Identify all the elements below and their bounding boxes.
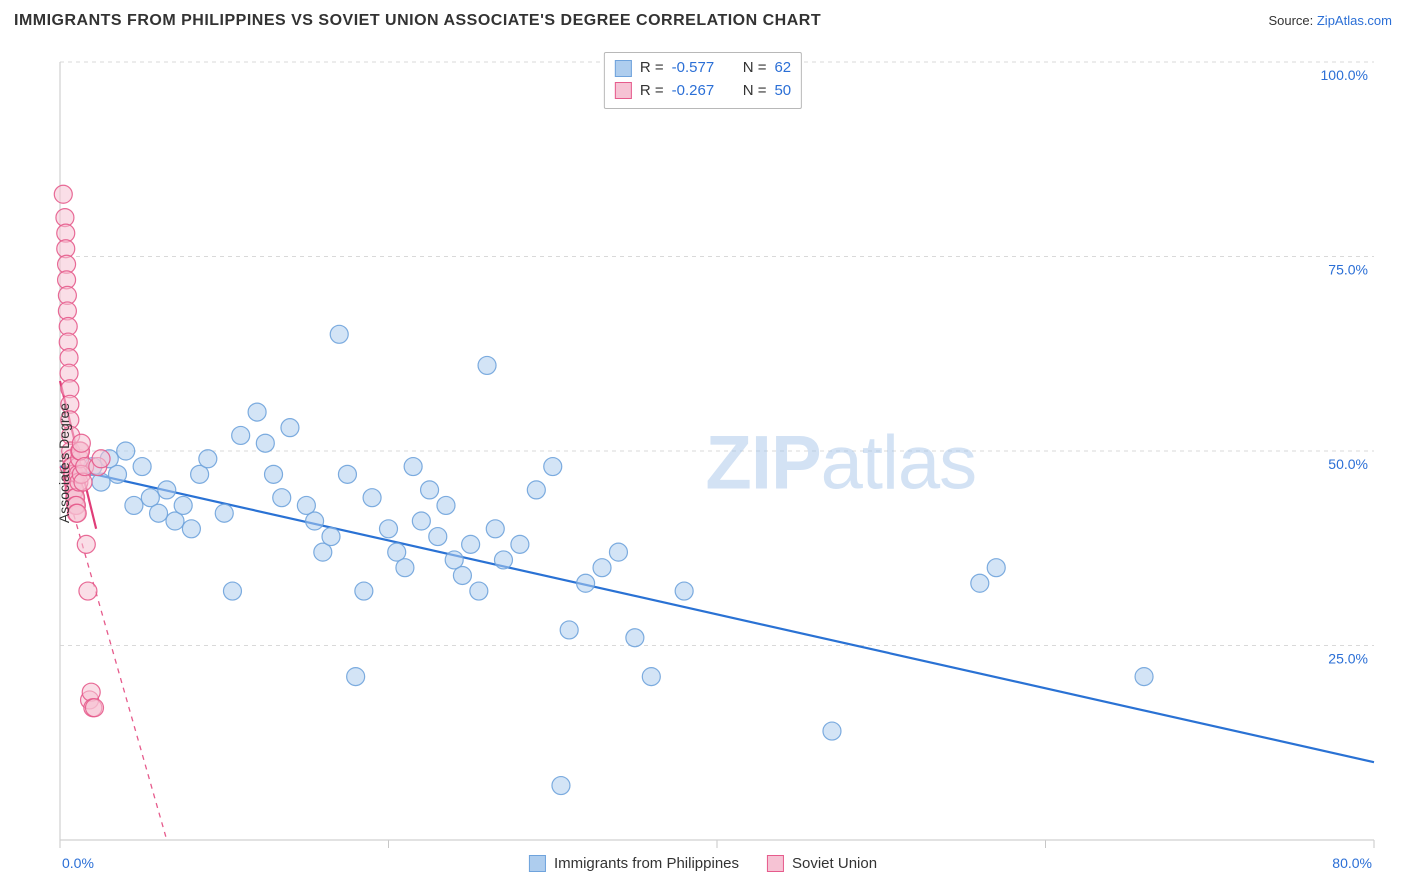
y-axis-label: Associate's Degree: [56, 403, 72, 523]
svg-text:80.0%: 80.0%: [1332, 855, 1372, 871]
source-link[interactable]: ZipAtlas.com: [1317, 13, 1392, 28]
svg-text:100.0%: 100.0%: [1321, 67, 1368, 83]
legend-item: Immigrants from Philippines: [529, 855, 739, 872]
source-attribution: Source: ZipAtlas.com: [1268, 13, 1392, 28]
svg-text:75.0%: 75.0%: [1328, 262, 1368, 278]
legend-label: Immigrants from Philippines: [554, 855, 739, 872]
source-prefix: Source:: [1268, 13, 1316, 28]
svg-text:50.0%: 50.0%: [1328, 456, 1368, 472]
legend-label: Soviet Union: [792, 855, 877, 872]
svg-text:25.0%: 25.0%: [1328, 651, 1368, 667]
scatter-chart: 25.0% 50.0% 75.0% 100.0% 0.0% 80.0%: [14, 48, 1392, 878]
stats-row: R = -0.267 N = 50: [615, 80, 791, 103]
legend-swatch: [529, 855, 546, 872]
chart-title: IMMIGRANTS FROM PHILIPPINES VS SOVIET UN…: [14, 12, 821, 30]
chart-container: Associate's Degree ZIPatlas 25.0%50.0%75…: [14, 48, 1392, 878]
stats-row: R = -0.577 N = 62: [615, 57, 791, 80]
stats-legend-box: R = -0.577 N = 62R = -0.267 N = 50: [604, 52, 802, 109]
legend-swatch: [615, 82, 632, 99]
legend-swatch: [767, 855, 784, 872]
legend-swatch: [615, 60, 632, 77]
header: IMMIGRANTS FROM PHILIPPINES VS SOVIET UN…: [14, 12, 1392, 30]
legend-item: Soviet Union: [767, 855, 877, 872]
svg-text:0.0%: 0.0%: [62, 855, 94, 871]
series-legend: Immigrants from Philippines Soviet Union: [529, 855, 877, 872]
